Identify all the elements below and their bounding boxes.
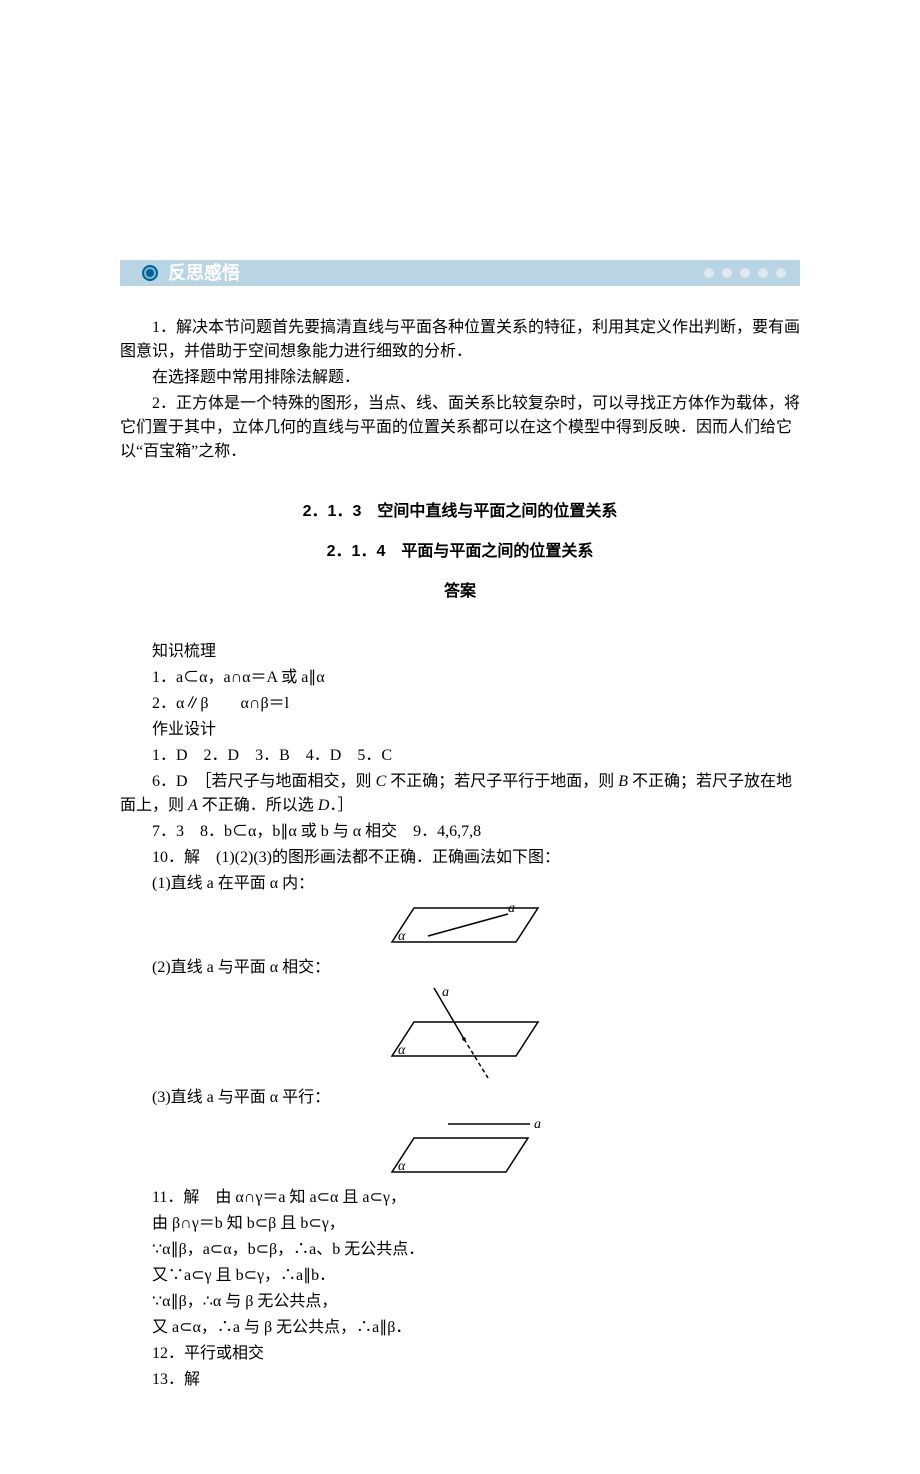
text: 不正确；若尺子平行于地面，则 [386,773,618,790]
text: 不正确．所以选 [198,797,318,814]
header-dots [704,268,786,278]
homework-line-11-4: 又∵a⊂γ 且 b⊂γ，∴a∥b． [120,1264,800,1288]
homework-line-13: 13．解 [120,1368,800,1392]
label-alpha: α [398,1043,406,1058]
homework-line-7: 7．3 8．b⊂α，b∥α 或 b 与 α 相交 9．4,6,7,8 [120,820,800,844]
knowledge-line-2: 2．α∥β α∩β＝l [120,692,800,716]
homework-line-6: 6．D ［若尺子与地面相交，则 C 不正确；若尺子平行于地面，则 B 不正确；若… [120,770,800,818]
figure-line-intersect-plane: a α [370,984,550,1080]
section-title-2: 2．1．4 平面与平面之间的位置关系 [120,540,800,564]
text: ．］ [329,797,353,814]
reflection-para-1: 1．解决本节问题首先要搞清直线与平面各种位置关系的特征，利用其定义作出判断，要有… [120,316,800,364]
sym-d: D [318,797,330,814]
label-alpha: α [398,929,406,944]
homework-line-11-2: 由 β∩γ＝b 知 b⊂β 且 b⊂γ， [120,1212,800,1236]
homework-line-1: 1．D 2．D 3．B 4．D 5．C [120,744,800,768]
homework-line-12: 12．平行或相交 [120,1342,800,1366]
header-title: 反思感悟 [168,260,240,287]
text: 6．D ［若尺子与地面相交，则 [152,773,376,790]
knowledge-line-1: 1．a⊂α，a∩α＝A 或 a∥α [120,666,800,690]
homework-fig2-label: (2)直线 a 与平面 α 相交： [120,956,800,980]
homework-line-11-1: 11．解 由 α∩γ＝a 知 a⊂α 且 a⊂γ， [120,1186,800,1210]
homework-heading: 作业设计 [120,718,800,742]
homework-line-11-3: ∵α∥β，a⊂α，b⊂β，∴a、b 无公共点． [120,1238,800,1262]
homework-fig3-label: (3)直线 a 与平面 α 平行： [120,1086,800,1110]
reflection-header: 反思感悟 [120,260,800,286]
sym-b: B [618,773,628,790]
figure-line-parallel-plane: a α [370,1114,550,1180]
sym-a: A [188,797,198,814]
label-a: a [534,1117,541,1132]
label-alpha: α [398,1159,406,1174]
label-a: a [508,901,515,916]
knowledge-heading: 知识梳理 [120,640,800,664]
answers-title: 答案 [120,580,800,604]
homework-line-10: 10．解 (1)(2)(3)的图形画法都不正确．正确画法如下图： [120,846,800,870]
homework-line-11-5: ∵α∥β，∴α 与 β 无公共点， [120,1290,800,1314]
figure-line-in-plane: a α [370,900,550,950]
homework-line-11-6: 又 a⊂α，∴a 与 β 无公共点，∴a∥β． [120,1316,800,1340]
homework-fig1-label: (1)直线 a 在平面 α 内： [120,872,800,896]
reflection-para-3: 2．正方体是一个特殊的图形，当点、线、面关系比较复杂时，可以寻找正方体作为载体，… [120,392,800,464]
sym-c: C [376,773,387,790]
header-icon [142,265,158,281]
label-a: a [442,985,449,1000]
section-title-1: 2．1．3 空间中直线与平面之间的位置关系 [120,500,800,524]
reflection-para-2: 在选择题中常用排除法解题． [120,366,800,390]
